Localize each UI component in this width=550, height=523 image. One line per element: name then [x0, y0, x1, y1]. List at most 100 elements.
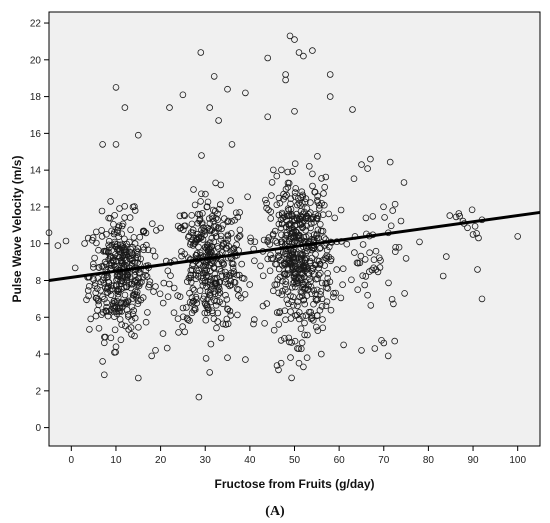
- data-point: [85, 292, 92, 300]
- data-point: [110, 297, 118, 305]
- data-point: [316, 261, 324, 268]
- x-tick-label: 10: [110, 455, 122, 466]
- data-point: [307, 199, 314, 206]
- data-point: [250, 320, 257, 328]
- data-point: [235, 233, 243, 240]
- data-point: [144, 309, 151, 316]
- data-point: [370, 264, 378, 272]
- data-point: [121, 104, 129, 111]
- data-point: [164, 293, 172, 301]
- data-point: [89, 237, 96, 244]
- data-point: [238, 260, 246, 268]
- data-point: [176, 212, 184, 220]
- data-point: [131, 240, 139, 247]
- data-point: [313, 311, 321, 319]
- data-point: [71, 264, 79, 272]
- data-point: [288, 374, 295, 382]
- data-point: [107, 291, 115, 299]
- data-point: [303, 222, 310, 230]
- data-point: [298, 339, 306, 347]
- data-point: [217, 181, 225, 189]
- data-point: [206, 262, 214, 269]
- data-point: [364, 165, 371, 172]
- data-point: [324, 275, 332, 282]
- data-point: [313, 197, 321, 204]
- data-point: [300, 52, 307, 60]
- data-point: [281, 307, 289, 315]
- data-point: [222, 291, 229, 299]
- data-point: [179, 304, 187, 312]
- data-point: [260, 236, 268, 244]
- data-point: [278, 238, 286, 246]
- data-point: [207, 340, 215, 348]
- data-point: [149, 220, 156, 228]
- data-point: [308, 246, 316, 254]
- x-tick-label: 70: [378, 455, 390, 466]
- data-point: [87, 315, 94, 323]
- data-point: [109, 300, 117, 307]
- data-point: [312, 323, 320, 331]
- data-point: [280, 195, 287, 203]
- y-axis-title: Pulse Wave Velocity (m/s): [10, 156, 24, 303]
- data-point: [314, 192, 321, 200]
- y-tick-label: 2: [35, 386, 41, 397]
- data-point: [277, 337, 285, 344]
- data-point: [340, 341, 347, 349]
- data-point: [186, 298, 194, 306]
- data-point: [91, 254, 98, 262]
- data-point: [112, 84, 120, 91]
- data-point: [183, 314, 191, 322]
- data-point: [292, 280, 300, 287]
- data-point: [319, 324, 327, 332]
- data-point: [308, 290, 316, 298]
- data-point: [242, 89, 249, 97]
- y-tick-label: 8: [35, 276, 41, 287]
- data-point: [93, 228, 100, 236]
- x-tick-label: 30: [200, 455, 212, 466]
- data-point: [267, 208, 275, 216]
- data-point: [200, 295, 207, 303]
- data-point: [386, 158, 394, 166]
- data-point: [54, 242, 62, 249]
- data-point: [140, 228, 148, 235]
- data-point: [321, 262, 329, 269]
- data-point: [313, 230, 321, 238]
- data-point: [261, 319, 268, 327]
- x-tick-label: 0: [69, 455, 75, 466]
- data-point: [291, 160, 299, 168]
- data-point: [170, 284, 178, 292]
- data-point: [223, 296, 231, 303]
- data-point: [287, 210, 295, 218]
- data-point: [139, 227, 147, 235]
- data-point: [251, 316, 258, 323]
- data-point: [314, 215, 321, 223]
- data-point: [361, 256, 369, 263]
- data-point: [299, 270, 307, 278]
- data-point: [119, 220, 127, 228]
- data-point: [114, 286, 121, 294]
- data-point: [295, 234, 302, 242]
- data-point: [92, 289, 99, 297]
- data-point: [166, 104, 173, 111]
- data-point: [187, 274, 194, 282]
- data-point: [98, 207, 106, 215]
- data-point: [224, 217, 232, 225]
- data-point: [190, 240, 198, 247]
- x-tick-label: 50: [289, 455, 301, 466]
- data-point: [277, 359, 285, 367]
- data-point: [442, 253, 450, 260]
- data-point: [112, 243, 120, 251]
- data-point: [275, 220, 283, 228]
- data-point: [204, 224, 212, 232]
- x-tick-label: 40: [244, 455, 256, 466]
- data-point: [200, 224, 207, 231]
- data-point: [372, 247, 380, 255]
- data-point: [234, 311, 241, 319]
- data-point: [121, 214, 128, 221]
- x-tick-label: 20: [155, 455, 167, 466]
- data-point: [310, 300, 317, 308]
- data-point: [297, 325, 305, 333]
- data-point: [189, 285, 197, 292]
- data-point: [317, 288, 325, 295]
- data-point: [114, 229, 121, 236]
